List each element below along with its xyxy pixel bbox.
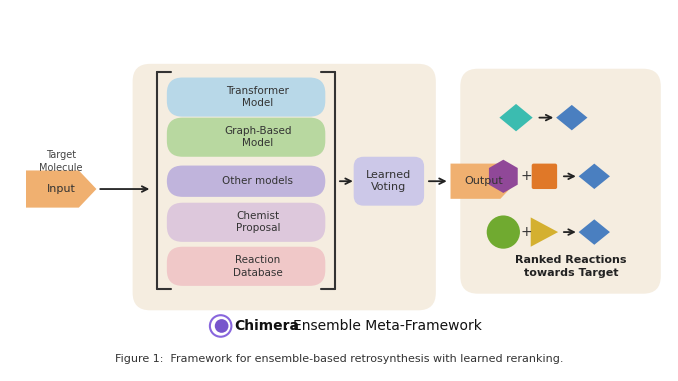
Polygon shape [450,163,517,199]
Polygon shape [578,219,610,245]
FancyBboxPatch shape [167,166,325,197]
FancyBboxPatch shape [167,118,325,157]
Text: Transformer
Model: Transformer Model [226,86,290,108]
Text: Output: Output [464,176,503,186]
Polygon shape [556,105,587,130]
Text: Ranked Reactions
towards Target: Ranked Reactions towards Target [515,255,626,277]
Text: Target
Molecule: Target Molecule [39,150,83,173]
FancyBboxPatch shape [354,157,424,206]
Text: : Ensemble Meta-Framework: : Ensemble Meta-Framework [284,319,482,333]
Text: Figure 1:  Framework for ensemble-based retrosynthesis with learned reranking.: Figure 1: Framework for ensemble-based r… [115,354,563,364]
FancyBboxPatch shape [167,203,325,242]
Text: Chemist
Proposal: Chemist Proposal [235,211,280,234]
Text: Other models: Other models [222,176,294,186]
Circle shape [487,215,520,249]
FancyBboxPatch shape [532,163,557,189]
Polygon shape [489,160,518,193]
Text: Chimera: Chimera [235,319,300,333]
FancyBboxPatch shape [167,77,325,117]
FancyBboxPatch shape [133,64,436,310]
Text: +: + [521,225,533,239]
FancyBboxPatch shape [460,69,661,294]
Circle shape [215,319,228,333]
Polygon shape [26,170,96,208]
Text: +: + [521,169,533,183]
Polygon shape [578,163,610,189]
FancyBboxPatch shape [167,247,325,286]
Polygon shape [500,104,533,131]
Text: Reaction
Database: Reaction Database [233,255,283,277]
Text: Learned
Voting: Learned Voting [366,170,412,192]
Text: Input: Input [47,184,76,194]
Text: Graph-Based
Model: Graph-Based Model [224,126,292,148]
Polygon shape [531,218,558,247]
